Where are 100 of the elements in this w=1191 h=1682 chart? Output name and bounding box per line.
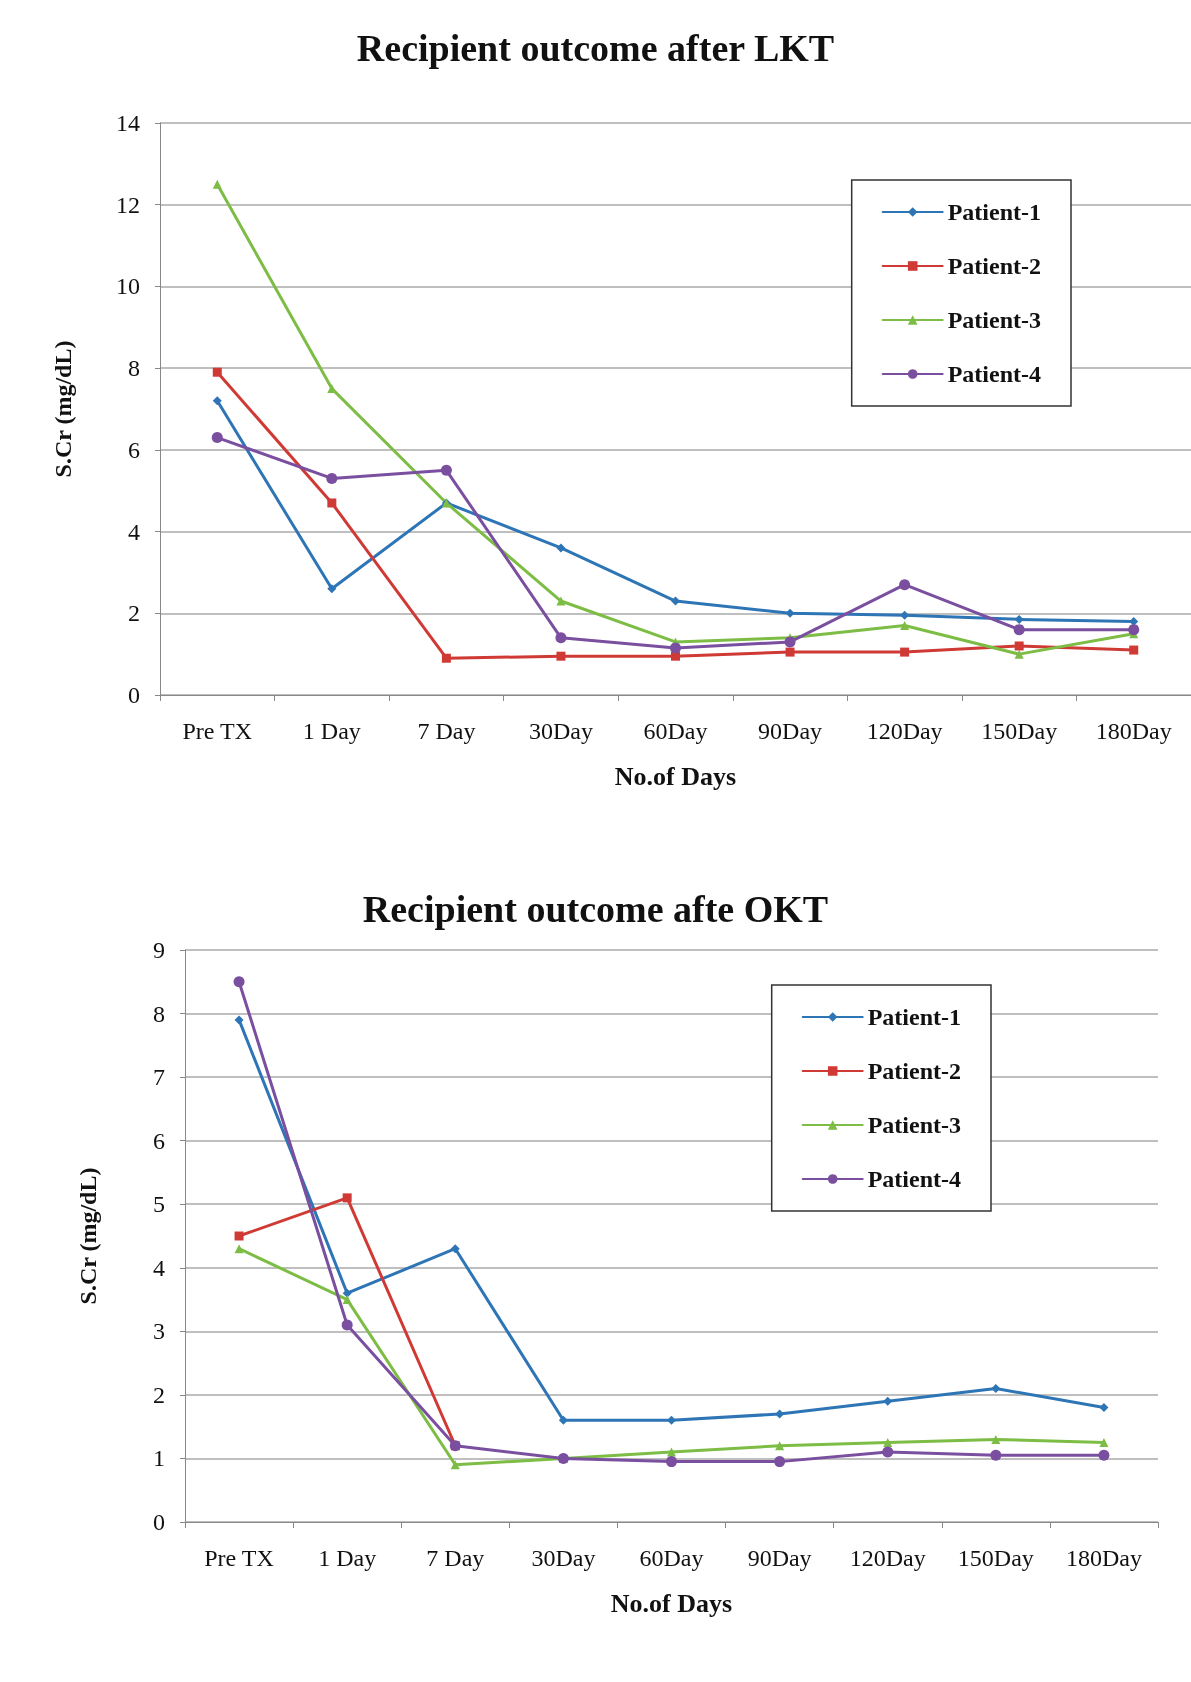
point	[234, 1231, 244, 1241]
point	[342, 1288, 352, 1298]
y-tick-label: 2	[128, 600, 140, 627]
y-tick-label: 0	[153, 1509, 165, 1535]
point	[666, 1456, 677, 1468]
point	[991, 1384, 1001, 1394]
y-tick-label: 10	[116, 273, 140, 300]
legend-label: Patient-3	[867, 1112, 962, 1138]
x-tick-label: 60Day	[643, 718, 708, 744]
point	[342, 1193, 352, 1203]
point	[785, 647, 795, 657]
point	[883, 1396, 893, 1406]
point	[233, 976, 245, 988]
point	[212, 179, 222, 189]
point	[327, 584, 337, 594]
y-tick-label: 0	[128, 682, 140, 708]
x-tick-label: 1 Day	[318, 1545, 377, 1571]
y-tick-label: 4	[128, 518, 140, 545]
y-tick-label: 2	[153, 1381, 165, 1408]
point	[212, 396, 222, 406]
y-tick-label: 3	[153, 1318, 165, 1345]
y-tick-label: 4	[153, 1254, 165, 1281]
point	[991, 1434, 1001, 1444]
legend-label: Patient-1	[867, 1004, 962, 1030]
x-axis-title: No.of Days	[614, 761, 737, 791]
point	[775, 1441, 785, 1451]
y-tick-label: 9	[153, 937, 165, 963]
y-tick-label: 7	[153, 1064, 165, 1091]
point	[1014, 614, 1024, 624]
point	[1014, 641, 1024, 651]
point	[667, 1447, 676, 1457]
point	[785, 608, 795, 618]
point	[671, 596, 680, 606]
legend-label: Patient-3	[947, 307, 1042, 333]
x-tick-label: 150Day	[957, 1545, 1034, 1571]
point	[1129, 616, 1139, 626]
point	[234, 1015, 244, 1025]
y-tick-label: 8	[153, 1000, 165, 1027]
point	[556, 596, 566, 606]
legend-label: Patient-4	[947, 361, 1042, 387]
point	[882, 1446, 894, 1458]
point	[558, 1415, 568, 1425]
point	[234, 1244, 244, 1254]
x-tick-label: 180Day	[1095, 718, 1172, 744]
y-axis-title: S.Cr (mg/dL)	[75, 1167, 101, 1305]
point	[326, 472, 338, 484]
point	[1128, 624, 1140, 636]
legend-label: Patient-2	[867, 1058, 962, 1084]
y-tick-label: 5	[153, 1191, 165, 1218]
point	[1098, 1449, 1110, 1461]
point	[211, 432, 223, 444]
y-tick-label: 6	[128, 436, 140, 463]
point	[441, 653, 451, 663]
chart-title: Recipient outcome afte OKT	[362, 888, 829, 930]
point	[899, 579, 911, 591]
point	[990, 1449, 1002, 1461]
x-tick-label: 30Day	[528, 718, 593, 744]
x-tick-label: 7 Day	[417, 718, 476, 744]
x-tick-label: 60Day	[639, 1545, 704, 1571]
x-tick-label: 90Day	[747, 1545, 812, 1571]
point	[212, 367, 222, 377]
y-tick-label: 12	[116, 191, 140, 218]
x-tick-label: 120Day	[866, 718, 943, 744]
point	[667, 1415, 676, 1425]
point	[1014, 649, 1024, 659]
chart-title: Recipient outcome after LKT	[356, 27, 835, 69]
y-tick-label: 14	[116, 110, 140, 136]
x-axis-title: No.of Days	[610, 1588, 733, 1618]
point	[555, 632, 567, 644]
point	[341, 1319, 353, 1331]
point	[1013, 624, 1025, 636]
x-tick-label: 1 Day	[302, 718, 361, 744]
x-tick-label: 150Day	[981, 718, 1058, 744]
point	[556, 651, 566, 661]
point	[1129, 645, 1139, 655]
point	[900, 621, 910, 631]
point	[900, 647, 910, 657]
point	[1099, 1438, 1109, 1448]
point	[327, 498, 337, 508]
y-tick-label: 1	[153, 1445, 165, 1472]
y-tick-label: 8	[128, 355, 140, 382]
x-tick-label: 30Day	[531, 1545, 596, 1571]
y-axis-title: S.Cr (mg/dL)	[50, 340, 76, 478]
x-tick-label: 90Day	[758, 718, 823, 744]
legend-label: Patient-4	[867, 1166, 962, 1192]
x-tick-label: Pre TX	[204, 1545, 274, 1571]
point	[774, 1456, 786, 1468]
legend-label: Patient-2	[947, 253, 1042, 279]
y-tick-label: 6	[153, 1127, 165, 1154]
x-tick-label: 120Day	[849, 1545, 926, 1571]
point	[1099, 1403, 1109, 1413]
point	[671, 651, 680, 661]
legend-label: Patient-1	[947, 199, 1042, 225]
point	[450, 1244, 460, 1254]
point	[440, 464, 452, 476]
point	[342, 1295, 352, 1305]
point	[556, 543, 566, 553]
point	[784, 636, 796, 648]
point	[883, 1438, 893, 1448]
x-tick-label: 7 Day	[426, 1545, 485, 1571]
